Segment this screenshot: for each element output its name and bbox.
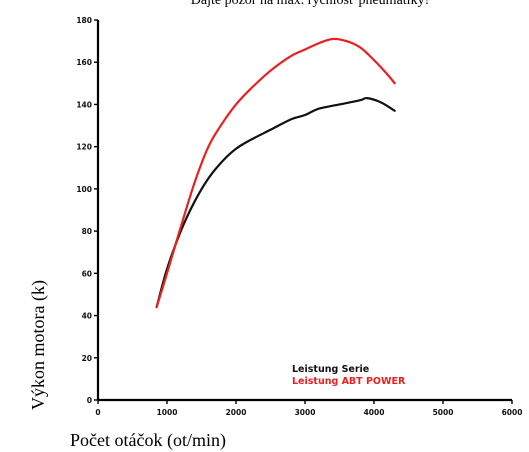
y-tick-label: 80 [82, 227, 92, 236]
legend-label-serie: Leistung Serie [292, 364, 369, 375]
y-tick-label: 60 [82, 269, 92, 278]
x-tick-label: 0 [95, 408, 100, 417]
chart-title: Dajte pozor na max. rýchlosť pneumatiky! [191, 0, 429, 8]
series-line-serie [155, 96, 396, 309]
y-tick-label: 0 [87, 396, 92, 405]
x-axis-title: Počet otáčok (ot/min) [70, 430, 226, 451]
x-tick-label: 3000 [295, 408, 316, 417]
y-axis-title: Výkon motora (k) [28, 280, 49, 410]
y-tick-label: 180 [76, 16, 92, 25]
y-tick-label: 20 [82, 354, 92, 363]
y-tick-label: 120 [76, 143, 92, 152]
x-tick-label: 6000 [502, 408, 523, 417]
x-tick-label: 5000 [433, 408, 454, 417]
y-tick-label: 160 [76, 58, 92, 67]
y-tick-label: 100 [76, 185, 92, 194]
x-tick-label: 2000 [226, 408, 247, 417]
y-tick-label: 140 [76, 100, 92, 109]
legend-label-abt-power: Leistung ABT POWER [292, 376, 406, 387]
y-tick-label: 40 [82, 312, 92, 321]
series-line-abt-power [155, 37, 396, 309]
x-tick-label: 1000 [157, 408, 178, 417]
axes: 0 20 40 60 80 100 120 140 160 180 0 1000 2000 3000 400… [76, 16, 522, 417]
x-tick-label: 4000 [364, 408, 385, 417]
series-group [155, 37, 396, 309]
